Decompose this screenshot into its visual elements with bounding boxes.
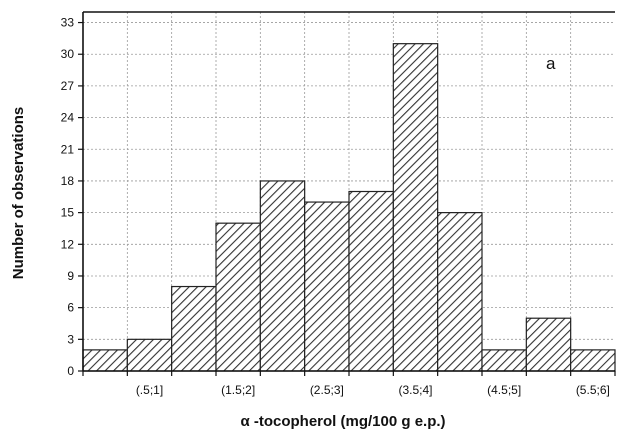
y-axis-title: Number of observations [10, 107, 27, 280]
x-axis-title: α -tocopherol (mg/100 g e.p.) [240, 413, 445, 430]
histogram-bar [437, 212, 483, 372]
x-tick-label: (2.5;3] [310, 383, 344, 397]
x-tick-label: (4.5;5] [487, 383, 521, 397]
y-tick-label: 0 [67, 364, 74, 378]
x-tick-labels: (.5;1] (1.5;2] (2.5;3] (3.5;4] (4.5;5] (5.5;6… [136, 383, 610, 397]
histogram-bar [525, 317, 572, 372]
y-tick-label: 3 [67, 332, 74, 346]
y-tick-label: 18 [61, 174, 75, 188]
x-tick-label: (5.5;6] [576, 383, 610, 397]
y-tick-label: 21 [61, 142, 75, 156]
x-tick-label: (3.5;4] [398, 383, 432, 397]
histogram-bar [570, 349, 616, 372]
y-tick-label: 12 [61, 237, 75, 251]
y-tick-label: 15 [61, 206, 75, 220]
histogram-bar [259, 180, 306, 372]
y-tick-label: 9 [67, 269, 74, 283]
bars [82, 43, 616, 372]
y-tick-label: 33 [61, 16, 75, 30]
panel-label: a [546, 54, 556, 73]
y-tick-label: 24 [61, 111, 75, 125]
histogram-bar [481, 349, 527, 372]
histogram-bar [348, 190, 394, 372]
histogram-bar [392, 43, 439, 372]
axes [78, 11, 616, 376]
histogram-bar [82, 349, 128, 372]
y-tick-label: 6 [67, 301, 74, 315]
y-tick-label: 30 [61, 47, 75, 61]
histogram-bar [171, 285, 217, 372]
x-tick-label: (.5;1] [136, 383, 163, 397]
histogram-bar [304, 201, 350, 372]
histogram-bar [215, 222, 261, 372]
x-tick-label: (1.5;2] [221, 383, 255, 397]
histogram-bar [126, 338, 173, 372]
y-tick-label: 27 [61, 79, 75, 93]
y-tick-labels: 0 3 6 9 12 15 18 21 24 27 30 33 [61, 16, 75, 378]
